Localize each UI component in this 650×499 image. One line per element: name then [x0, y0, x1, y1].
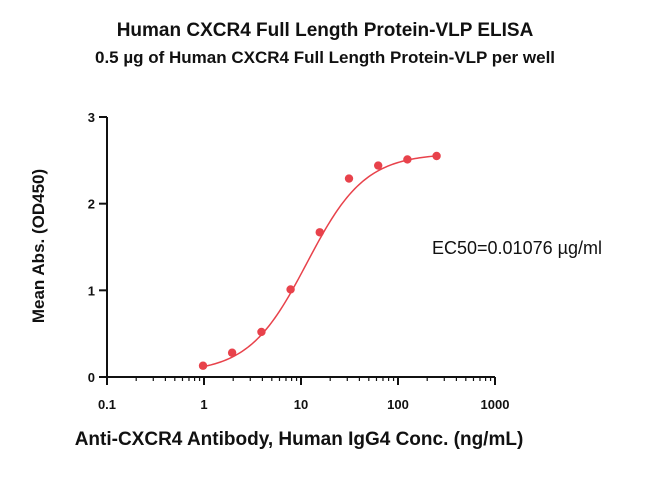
y-tick-label: 0	[88, 370, 95, 385]
data-point	[403, 155, 412, 164]
x-axis-title: Anti-CXCR4 Antibody, Human IgG4 Conc. (n…	[75, 429, 524, 450]
data-point	[432, 151, 441, 161]
x-tick-label: 10	[294, 397, 308, 412]
data-point	[344, 174, 354, 183]
x-tick-label: 0.1	[98, 397, 116, 412]
y-axis-title: Mean Abs. (OD450)	[29, 169, 48, 323]
y-tick-label: 3	[88, 110, 95, 125]
data-points-layer	[198, 151, 441, 370]
axes: 0 1 2 3 0.1 1 10 100 1000	[88, 110, 510, 412]
data-point	[286, 285, 295, 294]
data-point	[257, 327, 266, 337]
y-tick-label: 1	[88, 283, 95, 298]
chart-title: Human CXCR4 Full Length Protein-VLP ELIS…	[116, 20, 534, 41]
fit-curve	[202, 155, 437, 368]
data-point	[198, 361, 208, 370]
y-tick-label: 2	[88, 197, 95, 212]
x-tick-label: 100	[387, 397, 409, 412]
ec50-annotation: EC50=0.01076 µg/ml	[432, 238, 602, 258]
chart-subtitle: 0.5 µg of Human CXCR4 Full Length Protei…	[94, 48, 556, 67]
data-point	[315, 228, 324, 237]
fit-curve-layer	[202, 155, 437, 368]
data-point	[374, 161, 383, 170]
x-tick-label: 1000	[481, 397, 510, 412]
x-tick-label: 1	[200, 397, 207, 412]
data-point	[227, 348, 237, 357]
